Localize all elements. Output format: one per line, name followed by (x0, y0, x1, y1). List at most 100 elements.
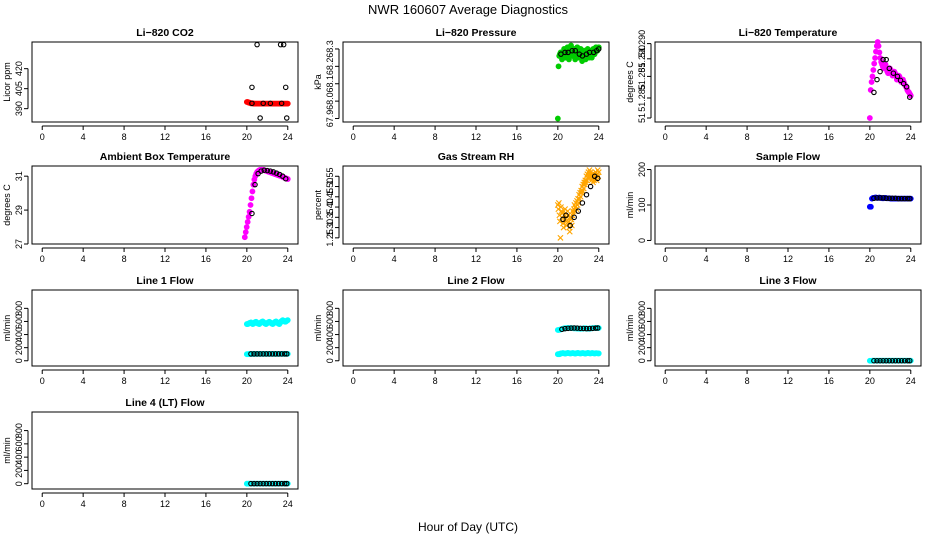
data-point (254, 41, 260, 48)
y-tick-label: 0 (637, 358, 647, 363)
data-point (901, 195, 908, 202)
y-tick-label: 51.285 (637, 84, 647, 112)
y-tick-label: 800 (325, 301, 335, 316)
plot-frame (654, 289, 922, 367)
data-point (282, 84, 289, 91)
x-tick-label: 20 (865, 376, 875, 386)
x-tick-label: 16 (824, 132, 834, 142)
chart-panel-4: Ambient Box Temperature 0 4 8 12 16 20 24 27 29 31… (2, 151, 299, 264)
y-tick-label: 100 (637, 197, 647, 212)
plot-frame (31, 41, 299, 123)
data-point (244, 219, 251, 225)
y-tick-label: 200 (325, 340, 335, 355)
panel-title: Gas Stream RH (438, 151, 514, 163)
data-point (278, 480, 285, 487)
data-point (592, 325, 599, 331)
data-point (579, 200, 586, 206)
y-tick-label: 600 (14, 314, 24, 329)
data-point (266, 480, 273, 487)
x-tick-label: 12 (160, 254, 170, 264)
x-tick-label: 16 (201, 376, 211, 386)
x-tick-label: 0 (40, 254, 45, 264)
data-point (572, 47, 578, 54)
data-point (892, 195, 899, 202)
y-tick-label: 390 (14, 101, 24, 116)
x-tick-label: 24 (283, 376, 293, 386)
data-point (594, 175, 601, 182)
chart-panel-7: Line 1 Flow 0 4 8 12 16 20 24 0 200400600800ml/mi… (2, 275, 299, 386)
y-tick-label: 1.50 (325, 178, 335, 196)
y-axis-label: ml/min (2, 437, 12, 464)
x-tick-label: 16 (512, 132, 522, 142)
data-point (283, 115, 290, 121)
data-point (251, 351, 257, 357)
y-tick-label: 0 (14, 481, 24, 486)
x-tick-label: 8 (433, 132, 438, 142)
data-point (562, 49, 568, 56)
data-point (889, 195, 896, 202)
data-point (883, 195, 889, 202)
x-tick-label: 24 (283, 132, 293, 142)
data-point (567, 222, 573, 229)
data-point (894, 73, 901, 80)
data-point (560, 216, 566, 223)
plot-frame (342, 289, 610, 367)
data-point (562, 325, 568, 332)
x-tick-label: 0 (351, 376, 356, 386)
data-point (565, 325, 571, 332)
figure-title: NWR 160607 Average Diagnostics (368, 2, 568, 17)
data-point (263, 351, 270, 357)
data-point (278, 351, 285, 357)
data-point (580, 325, 587, 332)
x-tick-label: 4 (704, 132, 709, 142)
y-tick-label: 600 (637, 314, 647, 329)
x-tick-label: 8 (745, 376, 750, 386)
data-point (557, 234, 564, 241)
y-tick-label: 68.0 (325, 92, 335, 110)
data-point (906, 94, 913, 100)
data-point (269, 351, 276, 357)
x-tick-label: 20 (242, 254, 252, 264)
x-tick-label: 16 (201, 254, 211, 264)
data-point (560, 224, 567, 231)
panel-title: Line 4 (LT) Flow (125, 397, 205, 409)
data-point (583, 325, 590, 332)
chart-panel-6: Sample Flow 0 4 8 12 16 20 24 0 100 200 ml/min (625, 151, 922, 264)
y-tick-label: 200 (637, 162, 647, 177)
plot-frame (654, 165, 922, 245)
data-point (566, 228, 573, 235)
x-tick-label: 16 (512, 376, 522, 386)
y-tick-label: 51 (637, 113, 647, 123)
data-point (248, 480, 254, 487)
data-point (871, 89, 877, 96)
y-tick-label: 51.285 (637, 63, 647, 91)
data-point (877, 68, 883, 75)
x-tick-label: 16 (512, 254, 522, 264)
data-point (869, 73, 876, 80)
x-tick-label: 20 (553, 254, 563, 264)
x-tick-label: 20 (242, 499, 252, 509)
y-tick-label: 1.55 (325, 167, 335, 185)
data-point (254, 351, 260, 357)
data-point (874, 195, 880, 201)
data-point (272, 351, 279, 357)
data-point (554, 115, 561, 122)
x-tick-label: 0 (663, 376, 668, 386)
panel-title: Li−820 Temperature (739, 27, 838, 39)
y-tick-label: 400 (14, 450, 24, 465)
chart-panel-5: Gas Stream RH 0 4 8 12 16 20 24 1.251.301.351.40… (313, 151, 610, 264)
data-point (272, 480, 279, 487)
data-point (871, 60, 878, 67)
y-axis-label: ml/min (2, 315, 12, 342)
data-point (897, 77, 904, 84)
x-tick-label: 4 (81, 376, 86, 386)
data-point (241, 234, 248, 241)
x-tick-label: 0 (351, 132, 356, 142)
y-tick-label: 200 (14, 340, 24, 355)
x-tick-label: 4 (81, 499, 86, 509)
x-tick-label: 8 (122, 254, 127, 264)
data-point (249, 210, 255, 217)
x-tick-label: 24 (594, 376, 604, 386)
panel-title: Line 2 Flow (447, 275, 505, 287)
